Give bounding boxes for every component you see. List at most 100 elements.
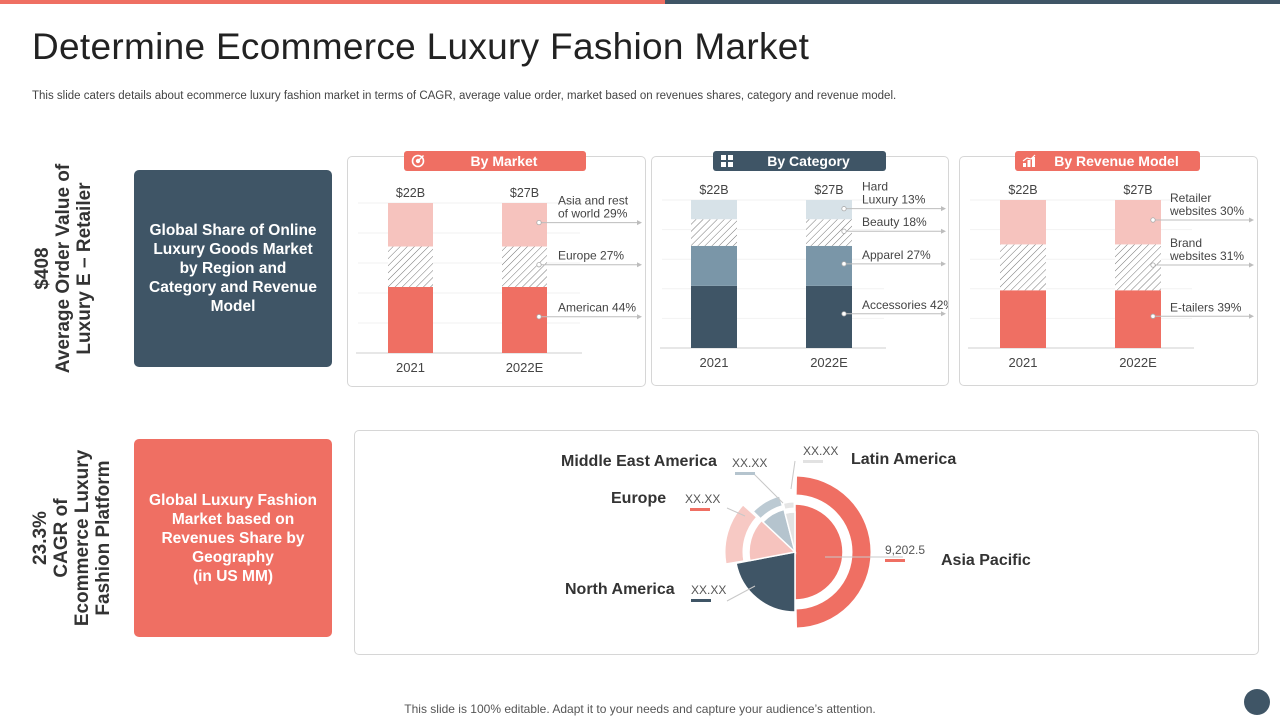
top-accent-bar bbox=[0, 0, 1280, 4]
cagr-label-line-1: CAGR of bbox=[50, 498, 72, 578]
bar-segment-europe-27-2021 bbox=[388, 246, 433, 287]
page-subtitle: This slide caters details about ecommerc… bbox=[32, 90, 897, 102]
by-category-chart: $22B 2021 $27B 2022E Accessories 42% Apparel … bbox=[660, 180, 948, 370]
aov-stat: $408 bbox=[32, 246, 54, 290]
leader-dot bbox=[1150, 217, 1156, 223]
grid-icon bbox=[721, 155, 733, 167]
leader-arrow bbox=[941, 261, 946, 267]
pie-value-latin-america: XX.XX bbox=[803, 444, 838, 458]
leader-dot bbox=[841, 206, 847, 212]
pie-slice-latin-america bbox=[784, 511, 796, 553]
by-category-header: By Category bbox=[713, 151, 886, 171]
bar-segment-american-44-2022e bbox=[502, 287, 547, 353]
bar-total-label: $27B bbox=[1123, 183, 1152, 197]
leader-dot bbox=[536, 314, 542, 320]
global-share-box: Global Share of Online Luxury Goods Mark… bbox=[134, 170, 332, 367]
pie-leader-line bbox=[726, 585, 756, 602]
leader-arrow bbox=[1249, 262, 1254, 268]
pie-value-underline bbox=[735, 472, 755, 475]
pie-ring-middle-east-america bbox=[752, 495, 783, 520]
bar-segment-apparel-27-2021 bbox=[691, 245, 737, 286]
series-label-retailer-websites-30: Retailer websites 30% bbox=[1169, 191, 1244, 218]
series-label-apparel-27: Apparel 27% bbox=[862, 248, 931, 262]
by-market-panel: By Market $22B 2021 $27B 2022E American 44% E… bbox=[347, 151, 646, 387]
by-category-title: By Category bbox=[767, 153, 850, 169]
cagr-label-line-3: Fashion Platform bbox=[92, 460, 114, 616]
leader-arrow bbox=[941, 206, 946, 212]
bar-total-label: $22B bbox=[396, 186, 425, 200]
pie-label-asia-pacific: Asia Pacific bbox=[941, 552, 1031, 569]
pie-label-middle-east-america: Middle East America bbox=[561, 453, 717, 470]
bar-segment-hard-luxury-13-2021 bbox=[691, 200, 737, 220]
bar-segment-beauty-18-2021 bbox=[691, 219, 737, 246]
leader-dot bbox=[841, 261, 847, 267]
pie-value-underline bbox=[803, 460, 823, 463]
pie-ring-europe bbox=[724, 504, 758, 565]
pie-ring-latin-america bbox=[782, 501, 795, 510]
pie-label-latin-america: Latin America bbox=[851, 451, 957, 468]
pie-slice-europe bbox=[748, 519, 797, 562]
category-tick-label: 2021 bbox=[396, 360, 425, 375]
leader-arrow bbox=[1249, 313, 1254, 319]
pie-value-north-america: XX.XX bbox=[691, 583, 726, 597]
category-tick-label: 2021 bbox=[1009, 355, 1038, 370]
series-label-e-tailers-39: E-tailers 39% bbox=[1170, 300, 1242, 314]
category-tick-label: 2022E bbox=[1119, 355, 1157, 370]
aov-label-line-1: Average Order Value of bbox=[53, 163, 75, 373]
aov-label-line-2: Luxury E – Retailer bbox=[74, 181, 96, 355]
bar-segment-hard-luxury-13-2022e bbox=[806, 200, 852, 220]
pie-value-asia-pacific: 9,202.5 bbox=[885, 543, 925, 557]
pie-value-underline bbox=[690, 508, 710, 511]
slide-nav-dot[interactable] bbox=[1244, 689, 1270, 715]
bar-chart-icon bbox=[1022, 154, 1036, 167]
bar-segment-retailer-websites-30-2021 bbox=[1000, 200, 1046, 245]
series-label-american-44: American 44% bbox=[558, 301, 636, 315]
top-accent-bar-dark bbox=[665, 0, 1280, 4]
leader-arrow bbox=[941, 311, 946, 317]
series-label-europe-27: Europe 27% bbox=[558, 249, 624, 263]
bar-segment-e-tailers-39-2021 bbox=[1000, 290, 1046, 348]
series-label-hard-luxury-13: Hard Luxury 13% bbox=[862, 180, 926, 207]
bar-segment-accessories-42-2021 bbox=[691, 285, 737, 348]
leader-dot bbox=[841, 311, 847, 317]
top-accent-bar-red bbox=[0, 0, 665, 4]
geography-pie-panel: 9,202.5 XX.XX XX.XX XX.XX XX.XX Middle East … bbox=[354, 430, 1259, 655]
leader-dot bbox=[841, 228, 847, 234]
page-title: Determine Ecommerce Luxury Fashion Marke… bbox=[32, 26, 810, 67]
series-label-brand-websites-31: Brand websites 31% bbox=[1169, 236, 1244, 263]
target-icon bbox=[411, 154, 425, 168]
bar-total-label: $22B bbox=[699, 183, 728, 197]
bar-segment-brand-websites-31-2021 bbox=[1000, 244, 1046, 291]
bar-total-label: $27B bbox=[510, 186, 539, 200]
series-label-asia-and-rest-of-world-29: Asia and rest of world 29% bbox=[558, 194, 629, 221]
pie-value-underline bbox=[691, 599, 711, 602]
series-label-beauty-18: Beauty 18% bbox=[862, 215, 927, 229]
cagr-label-line-2: Ecommerce Luxury bbox=[71, 449, 93, 627]
geography-pie-chart: 9,202.5 XX.XX XX.XX XX.XX XX.XX bbox=[685, 444, 925, 629]
leader-dot bbox=[1150, 262, 1156, 268]
cagr-stat: 23.3% bbox=[29, 511, 51, 565]
pie-leader-line bbox=[752, 472, 784, 504]
leader-dot bbox=[536, 262, 542, 268]
leader-arrow bbox=[941, 228, 946, 234]
by-revenue-model-title: By Revenue Model bbox=[1054, 153, 1179, 169]
leader-arrow bbox=[637, 220, 642, 226]
leader-arrow bbox=[637, 262, 642, 268]
by-category-panel: By Category $22B 2021 $27B 2022E Accessories… bbox=[651, 151, 949, 386]
bar-segment-e-tailers-39-2022e bbox=[1115, 290, 1161, 348]
bar-segment-accessories-42-2022e bbox=[806, 285, 852, 348]
pie-slice-asia-pacific bbox=[794, 503, 844, 601]
by-market-chart: $22B 2021 $27B 2022E American 44% Europe 27% A… bbox=[356, 186, 642, 375]
pie-slice-middle-east-america bbox=[761, 508, 797, 555]
bar-total-label: $27B bbox=[814, 183, 843, 197]
leader-dot bbox=[536, 219, 542, 226]
pie-value-middle-east-america: XX.XX bbox=[732, 456, 767, 470]
category-tick-label: 2022E bbox=[810, 355, 848, 370]
pie-label-europe: Europe bbox=[611, 490, 667, 507]
by-revenue-model-header: By Revenue Model bbox=[1015, 151, 1200, 171]
leader-arrow bbox=[637, 314, 642, 320]
pie-value-europe: XX.XX bbox=[685, 492, 720, 506]
pie-slice-north-america bbox=[735, 551, 796, 613]
by-market-title: By Market bbox=[470, 153, 538, 169]
revenue-share-box: Global Luxury Fashion Market based on Re… bbox=[134, 439, 332, 637]
